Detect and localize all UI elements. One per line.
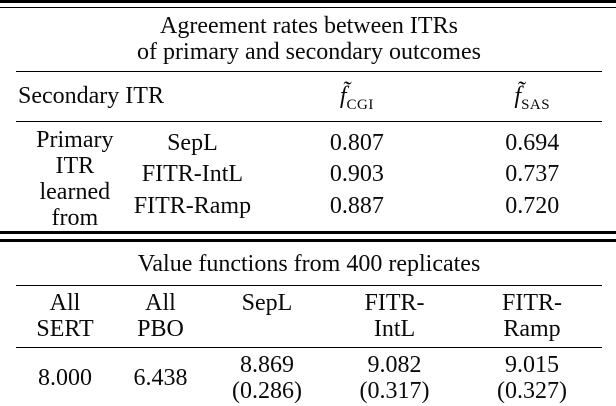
agreement-title-line1: Agreement rates between ITRs bbox=[160, 12, 458, 39]
standard-error: (0.327) bbox=[497, 377, 567, 404]
sepl-value-cell: 8.869 (0.286) bbox=[207, 347, 327, 406]
all-sert-header: All SERT bbox=[16, 285, 114, 348]
header-line1: All bbox=[49, 289, 81, 316]
sepl-header: SepL bbox=[207, 285, 327, 348]
primary-itr-group-label: Primary ITR learned from bbox=[16, 121, 134, 231]
agreement-table: Secondary ITR f̃CGI f̃SAS Primary ITR le… bbox=[16, 71, 602, 231]
value-functions-section: Value functions from 400 replicates All … bbox=[16, 242, 602, 406]
method-cell: FITR-Ramp bbox=[133, 193, 252, 220]
table-row: FITR-Ramp 0.887 0.720 bbox=[16, 190, 602, 231]
f-cgi-value: 0.887 bbox=[329, 193, 384, 220]
f-sas-value: 0.694 bbox=[505, 129, 560, 156]
f-sas-value: 0.720 bbox=[505, 193, 560, 220]
standard-error: (0.286) bbox=[232, 377, 302, 404]
header-line2: Ramp bbox=[503, 315, 561, 342]
method-cell: SepL bbox=[167, 129, 218, 156]
table-row: FITR-IntL 0.903 0.737 bbox=[16, 159, 602, 190]
table-row: Primary ITR learned from SepL 0.807 0.69… bbox=[16, 121, 602, 231]
standard-error: (0.317) bbox=[359, 377, 430, 404]
header-line2 bbox=[207, 316, 327, 342]
title-separator-rule bbox=[16, 284, 602, 286]
agreement-header-row: Secondary ITR f̃CGI f̃SAS bbox=[16, 71, 602, 122]
fitr-ramp-header: FITR- Ramp bbox=[462, 285, 602, 348]
value-functions-header-row: All SERT All PBO SepL FITR- IntL bbox=[16, 285, 602, 348]
method-cell: FITR-IntL bbox=[141, 161, 244, 188]
header-line1: FITR- bbox=[502, 289, 562, 316]
f-tilde-symbol: f̃ bbox=[514, 83, 522, 109]
f-cgi-header: f̃CGI bbox=[251, 71, 463, 122]
header-line2: SERT bbox=[36, 315, 94, 342]
group-label-line2: learned from bbox=[39, 178, 111, 231]
value-functions-title: Value functions from 400 replicates bbox=[137, 250, 481, 277]
value: 9.015 bbox=[505, 351, 559, 378]
header-line1: All bbox=[145, 289, 176, 316]
header-line1: FITR- bbox=[364, 289, 425, 316]
top-double-rule bbox=[0, 0, 616, 8]
fitr-intl-header: FITR- IntL bbox=[327, 285, 462, 348]
mid-double-rule bbox=[0, 230, 616, 242]
value: 8.869 bbox=[240, 351, 294, 378]
header-line2: PBO bbox=[137, 315, 184, 342]
f-cgi-value: 0.903 bbox=[329, 161, 384, 188]
f-sas-header: f̃SAS bbox=[462, 71, 602, 122]
sas-subscript: SAS bbox=[521, 96, 551, 113]
header-line2: IntL bbox=[373, 315, 416, 342]
header-line1: SepL bbox=[241, 289, 293, 316]
agreement-table-title: Agreement rates between ITRs of primary … bbox=[16, 8, 602, 71]
value-functions-data-row: 8.000 6.438 8.869 (0.286) 9.082 (0.317) … bbox=[16, 347, 602, 406]
agreement-title-line2: of primary and secondary outcomes bbox=[137, 38, 481, 65]
all-pbo-value: 6.438 bbox=[133, 364, 188, 391]
cgi-subscript: CGI bbox=[346, 96, 374, 113]
all-sert-value: 8.000 bbox=[38, 364, 92, 391]
f-tilde-symbol: f̃ bbox=[339, 83, 347, 109]
agreement-table-section: Agreement rates between ITRs of primary … bbox=[16, 8, 602, 231]
value-functions-table: All SERT All PBO SepL FITR- IntL bbox=[16, 285, 602, 406]
group-label-line1: Primary ITR bbox=[36, 126, 114, 179]
fitr-ramp-value-cell: 9.015 (0.327) bbox=[462, 347, 602, 406]
all-pbo-header: All PBO bbox=[114, 285, 207, 348]
fitr-intl-value-cell: 9.082 (0.317) bbox=[327, 347, 462, 406]
secondary-itr-header: Secondary ITR bbox=[16, 71, 252, 122]
f-cgi-value: 0.807 bbox=[329, 129, 384, 156]
f-sas-value: 0.737 bbox=[505, 161, 560, 188]
title-separator-rule bbox=[16, 70, 602, 72]
value: 9.082 bbox=[367, 351, 422, 378]
